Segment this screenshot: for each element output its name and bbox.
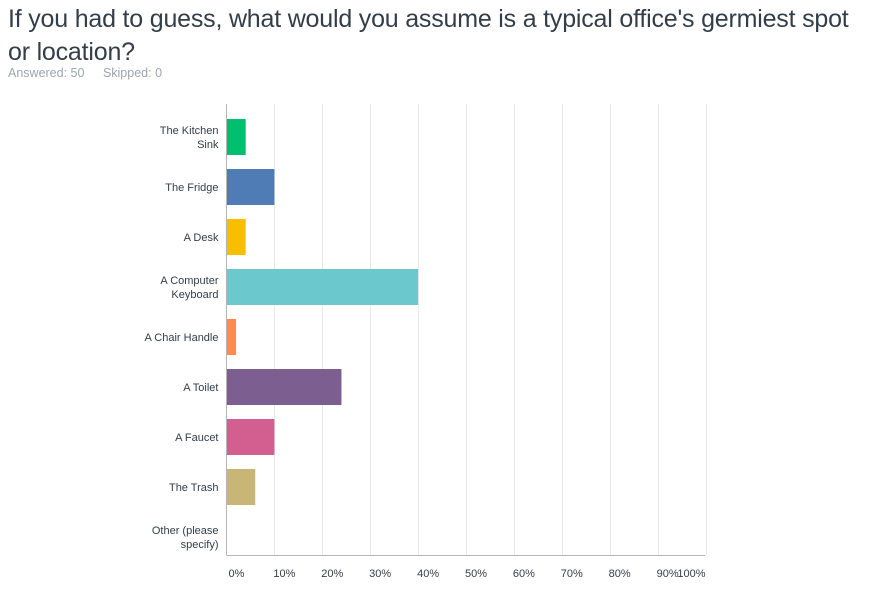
category-label: Other (please: [152, 525, 219, 537]
skipped-count: 0: [155, 66, 163, 80]
x-tick-label: 70%: [561, 568, 583, 580]
category-labels: The Kitchen Sink The Fridge A Desk A Compute…: [145, 125, 219, 551]
category-label: specify): [181, 539, 219, 551]
answered-label: Answered:: [8, 66, 68, 80]
x-tick-label: 50%: [465, 568, 487, 580]
answered-stat: Answered: 50: [8, 66, 84, 80]
category-label: A Computer: [160, 275, 218, 287]
response-stats: Answered: 50 Skipped: 0: [8, 66, 177, 80]
bar-2: [226, 219, 246, 255]
bars: [226, 119, 419, 505]
bar-5: [226, 369, 342, 405]
bar-0: [226, 119, 246, 155]
bar-1: [226, 169, 275, 205]
category-label: Sink: [197, 139, 219, 151]
bar-3: [226, 269, 419, 305]
category-label: The Trash: [169, 482, 219, 494]
x-tick-label: 20%: [321, 568, 343, 580]
category-label: A Faucet: [175, 432, 218, 444]
category-label: A Desk: [184, 232, 219, 244]
bar-7: [226, 469, 256, 505]
bar-6: [226, 419, 275, 455]
axes: [226, 104, 706, 556]
gridlines: [274, 104, 707, 555]
category-label: Keyboard: [171, 289, 218, 301]
bar-4: [226, 319, 237, 355]
category-label: A Chair Handle: [145, 332, 219, 344]
question-title: If you had to guess, what would you assu…: [8, 5, 849, 66]
x-tick-label: 40%: [417, 568, 439, 580]
x-tick-label: 100%: [677, 568, 705, 580]
x-tick-label: 90%: [657, 568, 679, 580]
category-label: The Fridge: [165, 182, 218, 194]
category-label: The Kitchen: [160, 125, 219, 137]
x-tick-label: 60%: [513, 568, 535, 580]
x-tick-label: 10%: [273, 568, 295, 580]
x-tick-label: 80%: [609, 568, 631, 580]
skipped-label: Skipped:: [102, 66, 152, 80]
category-label: A Toilet: [183, 382, 218, 394]
skipped-stat: Skipped: 0: [103, 66, 162, 80]
x-tick-labels: 0% 10% 20% 30% 40% 50% 60% 70% 80% 90%100%: [229, 568, 706, 580]
x-tick-label: 0%: [229, 568, 245, 580]
x-tick-label: 30%: [369, 568, 391, 580]
answered-count: 50: [70, 66, 85, 80]
